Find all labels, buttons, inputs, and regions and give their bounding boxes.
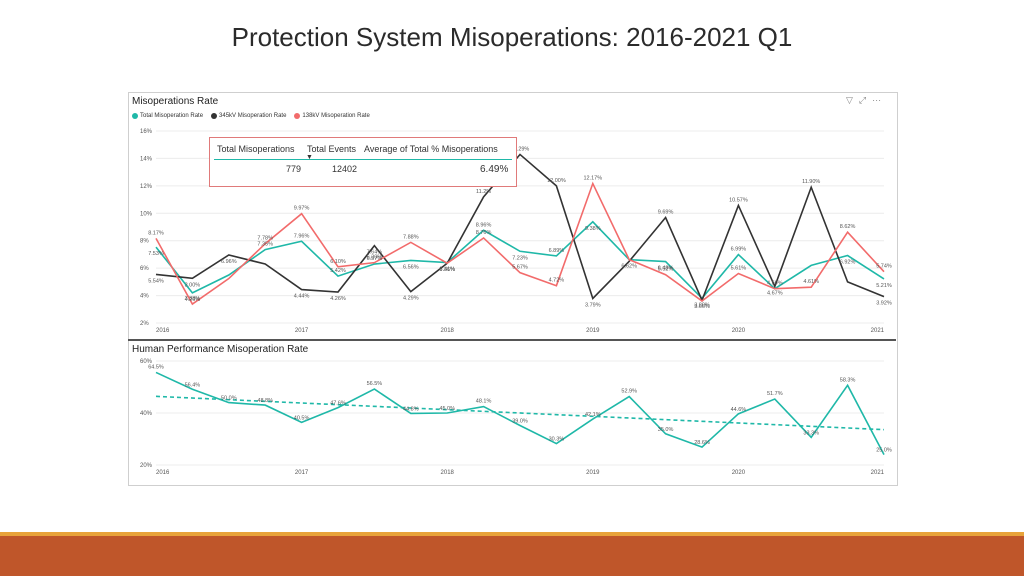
footer-band <box>0 536 1024 576</box>
legend-label: Total Misoperation Rate <box>140 113 204 119</box>
slide-title: Protection System Misoperations: 2016-20… <box>231 22 793 52</box>
more-options-icon[interactable]: ··· <box>872 95 882 105</box>
chart-title-misoperations: Misoperations Rate <box>132 96 219 107</box>
legend-label: 345kV Misoperation Rate <box>219 113 287 119</box>
legend-item-138kv[interactable]: 138kV Misoperation Rate <box>294 113 370 119</box>
legend-dot-icon <box>294 113 301 119</box>
header-underline <box>214 159 512 160</box>
accent-line <box>0 532 1024 536</box>
header-total-events: Total Events <box>307 144 357 154</box>
value-average-percent: 6.49% <box>480 164 509 175</box>
value-total-misoperations: 779 <box>286 164 302 174</box>
legend: Total Misoperation Rate 345kV Misoperati… <box>132 113 370 119</box>
legend-label: 138kV Misoperation Rate <box>302 113 370 119</box>
value-total-events: 12402 <box>332 164 358 174</box>
summary-table: Total Misoperations Total Events Average… <box>209 137 517 187</box>
panel-divider <box>128 339 896 341</box>
header-average-percent: Average of Total % Misoperations <box>364 144 498 154</box>
chart-title-human-performance: Human Performance Misoperation Rate <box>132 344 309 355</box>
focus-mode-icon[interactable]: ⤢ <box>858 95 867 105</box>
header-total-misoperations: Total Misoperations <box>217 144 295 154</box>
sort-descending-icon[interactable]: ▼ <box>306 154 313 161</box>
legend-dot-icon <box>132 113 138 119</box>
visual-toolbar: ▽ ⤢ ··· <box>846 95 881 106</box>
filter-icon[interactable]: ▽ <box>846 95 853 105</box>
legend-item-total[interactable]: Total Misoperation Rate <box>132 113 203 119</box>
legend-item-345kv[interactable]: 345kV Misoperation Rate <box>211 113 286 119</box>
legend-dot-icon <box>211 113 218 119</box>
